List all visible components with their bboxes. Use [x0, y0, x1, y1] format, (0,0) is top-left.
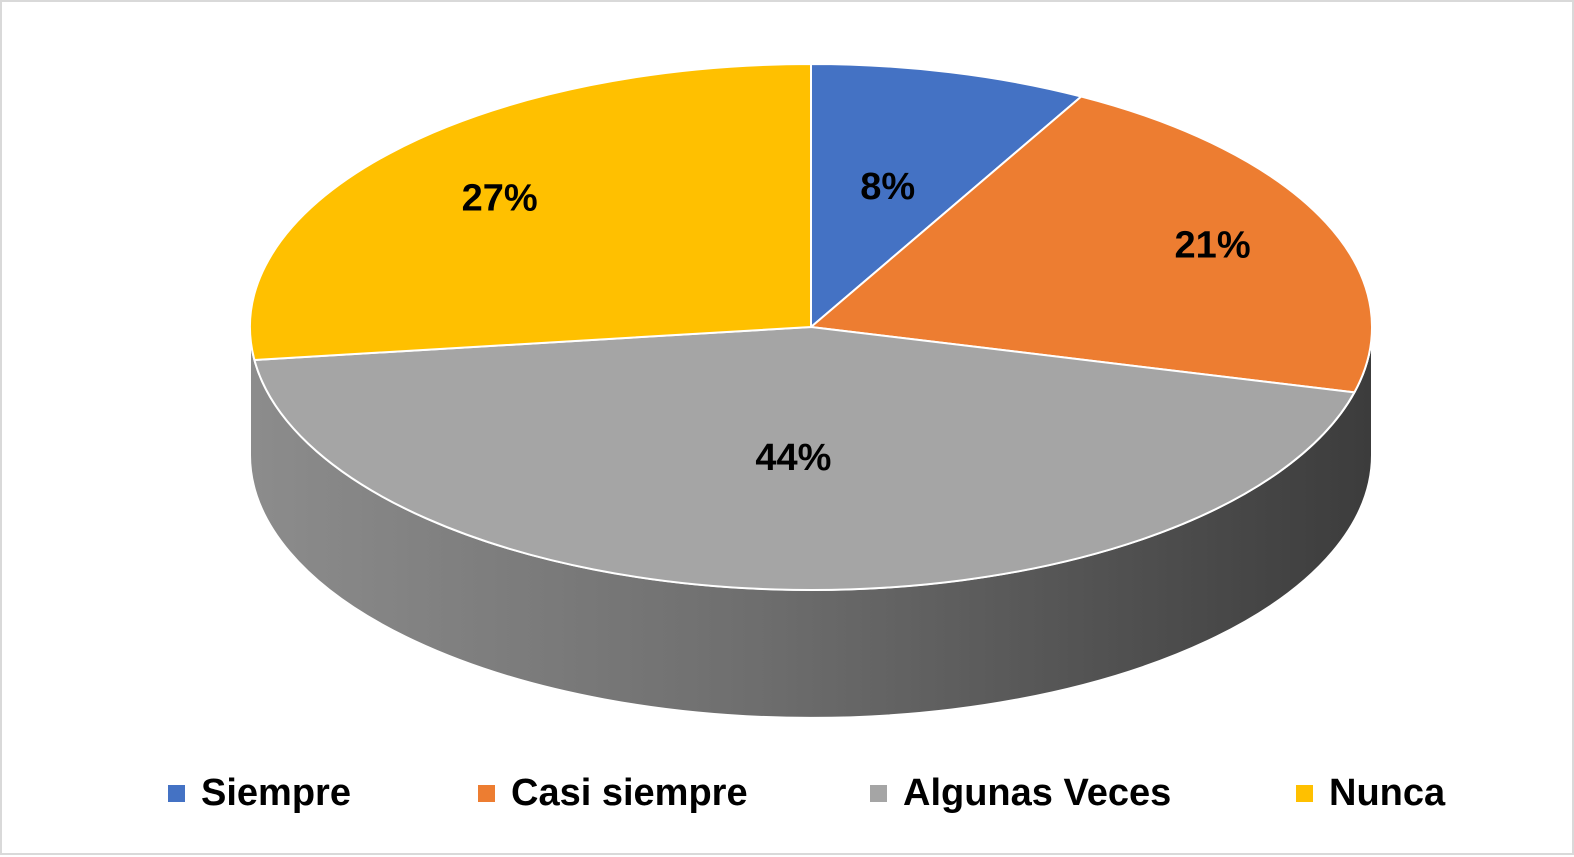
data-label-nunca: 27%	[462, 177, 538, 219]
legend-swatch	[1296, 784, 1313, 802]
legend-swatch	[168, 784, 185, 802]
pie-slice-nunca	[249, 63, 812, 361]
pie-data-labels: 8% 21% 44% 27%	[462, 166, 1251, 479]
legend-label: Nunca	[1329, 771, 1446, 814]
legend: Siempre Casi siempre Algunas Veces Nunca	[2, 770, 1574, 816]
data-label-siempre: 8%	[860, 166, 915, 208]
pie-slices	[249, 63, 1373, 591]
pie-slice-casi-siempre	[810, 95, 1373, 394]
legend-label: Casi siempre	[511, 771, 748, 814]
data-label-algunas-veces: 44%	[755, 437, 831, 479]
legend-item-nunca: Nunca	[1296, 770, 1445, 816]
legend-item-siempre: Siempre	[168, 770, 351, 816]
legend-swatch	[870, 784, 887, 802]
pie-slice-siempre	[810, 63, 1083, 328]
data-label-casi-siempre: 21%	[1175, 225, 1251, 267]
legend-item-casi-siempre: Casi siempre	[478, 770, 748, 816]
legend-label: Siempre	[201, 771, 351, 814]
legend-item-algunas-veces: Algunas Veces	[870, 770, 1171, 816]
legend-label: Algunas Veces	[903, 771, 1172, 814]
legend-swatch	[478, 784, 495, 802]
pie-slice-algunas-veces	[253, 326, 1356, 591]
